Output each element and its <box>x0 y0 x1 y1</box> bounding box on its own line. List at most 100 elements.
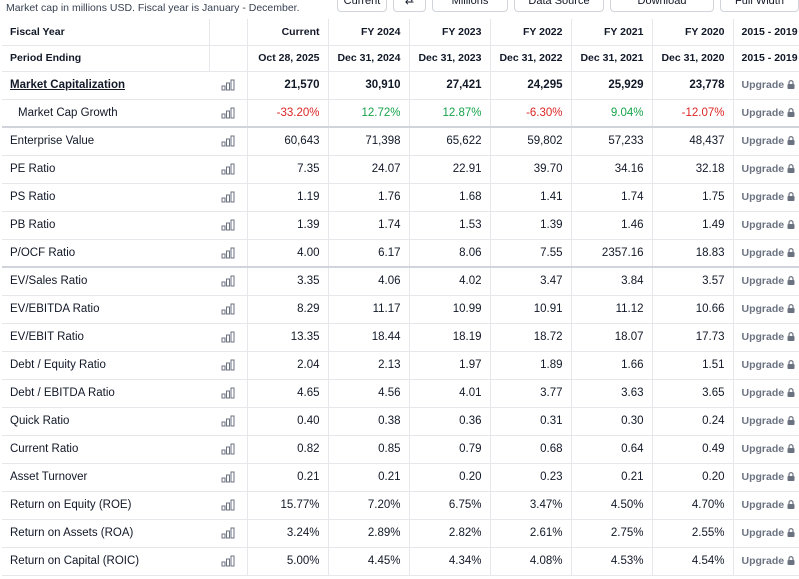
upgrade-link[interactable]: Upgrade <box>733 127 799 155</box>
table-row: Return on Equity (ROE) 15.77% 7.20% 6.75% 3.… <box>2 491 799 519</box>
bar-chart-icon[interactable] <box>209 435 248 463</box>
bar-chart-icon[interactable] <box>209 295 248 323</box>
cell-value: 4.53% <box>571 547 653 575</box>
upgrade-link[interactable]: Upgrade <box>733 547 799 575</box>
upgrade-link[interactable]: Upgrade <box>733 351 799 379</box>
cell-value: 1.49 <box>652 211 734 239</box>
cell-value: 4.50% <box>571 491 653 519</box>
cell-value: 4.06 <box>328 267 410 295</box>
bar-chart-icon[interactable] <box>209 351 248 379</box>
upgrade-link[interactable]: Upgrade <box>733 519 799 547</box>
cell-value: 10.91 <box>490 295 572 323</box>
fiscal-year-row: Fiscal Year Current FY 2024 FY 2023 FY 2… <box>2 19 799 46</box>
bar-chart-icon[interactable] <box>209 127 248 155</box>
cell-value: 3.47% <box>490 491 572 519</box>
upgrade-link[interactable]: Upgrade <box>733 463 799 491</box>
cell-value: 0.20 <box>652 463 734 491</box>
row-label: Market Capitalization <box>10 79 126 91</box>
cell-value: 0.20 <box>409 463 491 491</box>
upgrade-link[interactable]: Upgrade <box>733 155 799 183</box>
cell-value: 8.29 <box>247 295 329 323</box>
bar-chart-icon[interactable] <box>209 463 248 491</box>
cell-value: 4.54% <box>652 547 734 575</box>
row-label: Enterprise Value <box>10 135 95 148</box>
bar-chart-icon[interactable] <box>209 323 248 351</box>
bar-chart-icon[interactable] <box>209 183 248 211</box>
cell-value: 6.17 <box>328 239 410 267</box>
cell-value: 24.07 <box>328 155 410 183</box>
cell-value: 71,398 <box>328 127 410 155</box>
fiscal-year-label: Fiscal Year <box>2 19 210 46</box>
upgrade-link[interactable]: Upgrade <box>733 435 799 463</box>
col-fy: FY 2020 <box>652 19 734 46</box>
cell-value: 0.82 <box>247 435 329 463</box>
bar-chart-icon[interactable] <box>209 99 248 127</box>
data-source-dropdown[interactable]: Data Source <box>514 0 604 12</box>
cell-value: 57,233 <box>571 127 653 155</box>
col-fy: FY 2021 <box>571 19 653 46</box>
table-row: Market Capitalization 21,570 30,910 27,421 2… <box>2 71 799 99</box>
upgrade-link[interactable]: Upgrade <box>733 183 799 211</box>
cell-value: 4.08% <box>490 547 572 575</box>
bar-chart-icon[interactable] <box>209 547 248 575</box>
cell-value: 27,421 <box>409 71 491 99</box>
bar-chart-icon[interactable] <box>209 491 248 519</box>
lock-icon <box>784 247 795 259</box>
bar-chart-icon[interactable] <box>209 211 248 239</box>
row-label: Return on Equity (ROE) <box>10 499 132 511</box>
cell-value: 3.84 <box>571 267 653 295</box>
row-label: PS Ratio <box>10 191 56 203</box>
table-row: PB Ratio 1.39 1.74 1.53 1.39 1.46 1.49 Upgrade <box>2 211 799 239</box>
cell-value: 17.73 <box>652 323 734 351</box>
cell-value: 4.70% <box>652 491 734 519</box>
cell-value: 10.66 <box>652 295 734 323</box>
bar-chart-icon[interactable] <box>209 239 248 267</box>
cell-value: 4.34% <box>409 547 491 575</box>
swap-icon[interactable]: ⇄ <box>393 0 426 12</box>
cell-value: 10.99 <box>409 295 491 323</box>
upgrade-link[interactable]: Upgrade <box>733 239 799 267</box>
lock-icon <box>784 107 795 119</box>
cell-value: 3.24% <box>247 519 329 547</box>
upgrade-link[interactable]: Upgrade <box>733 323 799 351</box>
row-label: Debt / EBITDA Ratio <box>10 387 115 399</box>
cell-value: 32.18 <box>652 155 734 183</box>
cell-value: 21,570 <box>247 71 329 99</box>
table-row: EV/EBITDA Ratio 8.29 11.17 10.99 10.91 11.12 1… <box>2 295 799 323</box>
bar-chart-icon[interactable] <box>209 71 248 99</box>
upgrade-link[interactable]: Upgrade <box>733 71 799 99</box>
upgrade-link[interactable]: Upgrade <box>733 211 799 239</box>
upgrade-link[interactable]: Upgrade <box>733 379 799 407</box>
lock-icon <box>784 135 795 147</box>
cell-value: 3.77 <box>490 379 572 407</box>
cell-value: 0.68 <box>490 435 572 463</box>
row-label: Return on Assets (ROA) <box>10 527 134 539</box>
cell-value: 30,910 <box>328 71 410 99</box>
upgrade-link[interactable]: Upgrade <box>733 491 799 519</box>
bar-chart-icon[interactable] <box>209 155 248 183</box>
col-fy: FY 2022 <box>490 19 572 46</box>
bar-chart-icon[interactable] <box>209 379 248 407</box>
current-button[interactable]: Current <box>337 0 387 12</box>
full-width-button[interactable]: Full Width <box>720 0 799 12</box>
cell-value: 3.65 <box>652 379 734 407</box>
upgrade-link[interactable]: Upgrade <box>733 407 799 435</box>
download-dropdown[interactable]: Download <box>610 0 714 12</box>
cell-value: 3.35 <box>247 267 329 295</box>
upgrade-link[interactable]: Upgrade <box>733 99 799 127</box>
lock-icon <box>784 555 795 567</box>
bar-chart-icon[interactable] <box>209 519 248 547</box>
col-fy: Current <box>247 19 329 46</box>
cell-value: 4.56 <box>328 379 410 407</box>
upgrade-link[interactable]: Upgrade <box>733 267 799 295</box>
col-fy: FY 2023 <box>409 19 491 46</box>
bar-chart-icon[interactable] <box>209 267 248 295</box>
millions-dropdown[interactable]: Millions <box>432 0 508 12</box>
row-label: EV/EBITDA Ratio <box>10 303 100 315</box>
bar-chart-icon[interactable] <box>209 407 248 435</box>
col-fy: FY 2024 <box>328 19 410 46</box>
table-row: Asset Turnover 0.21 0.21 0.20 0.23 0.21 0.20 Up… <box>2 463 799 491</box>
cell-value: 22.91 <box>409 155 491 183</box>
upgrade-link[interactable]: Upgrade <box>733 295 799 323</box>
cell-value: -6.30% <box>490 99 572 127</box>
